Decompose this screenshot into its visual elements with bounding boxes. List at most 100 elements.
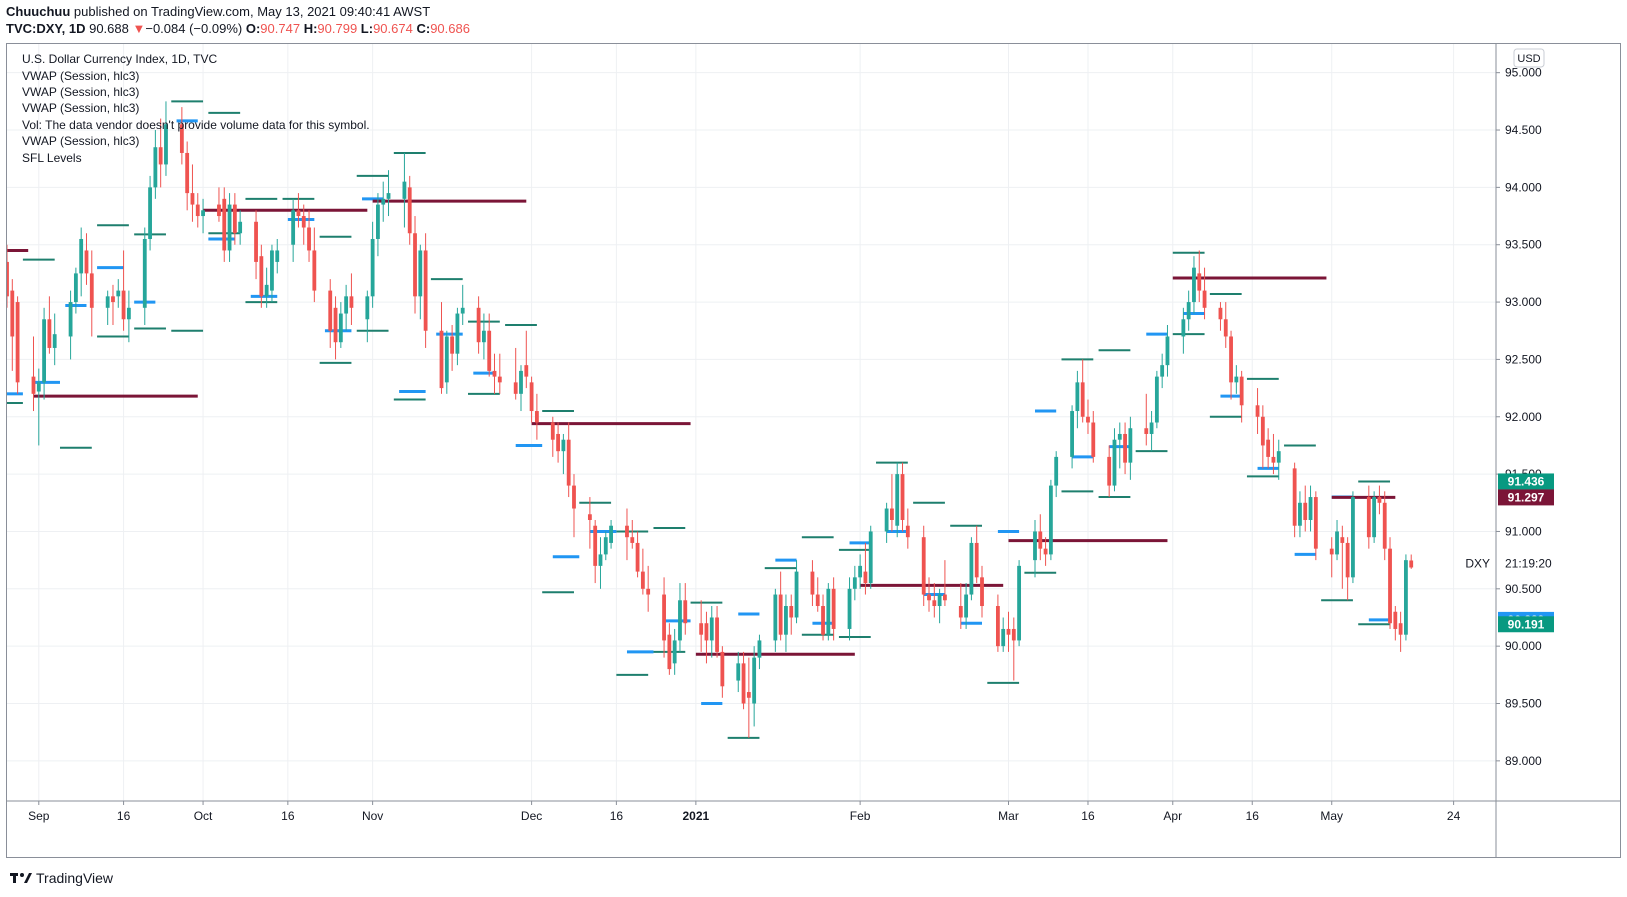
candle-body[interactable] (927, 594, 931, 601)
candle-body[interactable] (333, 307, 338, 343)
candle-body[interactable] (217, 204, 221, 217)
candle-body[interactable] (275, 250, 280, 262)
candle-body[interactable] (423, 250, 428, 331)
candle-body[interactable] (709, 617, 714, 641)
candle-body[interactable] (646, 588, 651, 595)
candle-body[interactable] (1292, 468, 1297, 526)
candle-body[interactable] (201, 210, 205, 217)
candle-body[interactable] (73, 273, 78, 303)
candle-body[interactable] (36, 382, 41, 392)
candle-body[interactable] (238, 221, 243, 234)
candle-body[interactable] (900, 474, 905, 520)
candle-body[interactable] (1086, 416, 1090, 423)
candle-body[interactable] (476, 307, 481, 343)
candle-body[interactable] (704, 623, 709, 641)
candle-body[interactable] (895, 474, 900, 526)
candle-body[interactable] (741, 663, 746, 704)
candle-body[interactable] (826, 588, 831, 635)
candle-body[interactable] (958, 606, 963, 618)
candle-body[interactable] (79, 238, 84, 274)
candle-body[interactable] (534, 411, 539, 423)
candle-body[interactable] (884, 508, 889, 532)
candle-body[interactable] (1033, 531, 1037, 561)
candle-body[interactable] (572, 485, 576, 509)
candle-body[interactable] (259, 256, 264, 297)
candle-body[interactable] (609, 525, 613, 543)
candle-body[interactable] (68, 302, 73, 337)
candle-body[interactable] (232, 204, 237, 234)
candle-body[interactable] (746, 692, 751, 698)
candle-body[interactable] (179, 124, 184, 153)
candle-body[interactable] (1218, 307, 1223, 320)
candle-body[interactable] (905, 525, 910, 538)
candle-body[interactable] (937, 594, 942, 607)
candle-body[interactable] (450, 336, 455, 354)
candle-body[interactable] (635, 542, 640, 572)
candle-body[interactable] (142, 238, 147, 308)
candle-body[interactable] (227, 204, 232, 251)
candle-body[interactable] (561, 439, 566, 452)
candle-body[interactable] (407, 187, 412, 234)
candle-body[interactable] (307, 227, 311, 251)
candle-body[interactable] (1117, 433, 1122, 440)
candle-body[interactable] (1398, 623, 1403, 635)
candle-body[interactable] (413, 233, 417, 297)
candle-body[interactable] (291, 210, 296, 245)
candle-body[interactable] (593, 525, 598, 566)
candle-body[interactable] (566, 439, 571, 486)
candle-body[interactable] (1335, 531, 1339, 555)
candle-body[interactable] (847, 588, 852, 629)
candle-body[interactable] (126, 307, 131, 320)
candle-body[interactable] (148, 187, 152, 239)
candle-body[interactable] (1340, 537, 1345, 543)
candle-body[interactable] (699, 623, 704, 635)
candle-body[interactable] (815, 594, 820, 607)
candle-body[interactable] (1001, 628, 1006, 647)
candle-body[interactable] (1308, 497, 1313, 520)
candle-body[interactable] (158, 147, 163, 165)
candle-body[interactable] (598, 554, 603, 566)
candle-body[interactable] (492, 370, 497, 377)
candle-body[interactable] (1197, 273, 1202, 291)
candle-body[interactable] (1149, 422, 1154, 434)
candle-body[interactable] (1329, 548, 1334, 555)
candle-body[interactable] (720, 651, 725, 687)
candle-body[interactable] (1075, 382, 1080, 412)
candle-body[interactable] (921, 537, 926, 595)
candle-body[interactable] (497, 376, 502, 383)
legend-title[interactable]: U.S. Dollar Currency Index, 1D, TVC (22, 52, 218, 66)
candle-body[interactable] (868, 531, 873, 584)
candle-body[interactable] (757, 640, 762, 658)
candle-body[interactable] (810, 571, 815, 595)
candle-body[interactable] (439, 330, 444, 389)
candle-body[interactable] (1351, 497, 1355, 578)
candle-body[interactable] (1128, 428, 1133, 463)
candle-body[interactable] (84, 250, 89, 274)
candle-body[interactable] (1048, 485, 1053, 555)
candle-body[interactable] (1223, 319, 1228, 337)
candle-body[interactable] (603, 537, 608, 555)
legend-vwap-3[interactable]: VWAP (Session, hlc3) (22, 101, 140, 115)
candle-body[interactable] (312, 250, 317, 291)
candle-body[interactable] (116, 290, 121, 297)
candle-body[interactable] (386, 193, 391, 199)
candle-body[interactable] (301, 216, 306, 228)
candle-body[interactable] (852, 577, 857, 589)
candle-body[interactable] (1366, 497, 1371, 538)
candle-body[interactable] (1239, 376, 1244, 406)
candle-body[interactable] (402, 181, 407, 199)
candle-body[interactable] (524, 365, 529, 377)
candle-body[interactable] (365, 296, 370, 320)
candle-body[interactable] (1080, 382, 1085, 417)
candle-body[interactable] (1006, 628, 1011, 635)
candle-body[interactable] (349, 296, 354, 308)
candle-body[interactable] (667, 634, 672, 670)
legend-vwap-1[interactable]: VWAP (Session, hlc3) (22, 69, 140, 83)
candle-body[interactable] (1186, 302, 1191, 320)
candle-body[interactable] (370, 238, 375, 297)
candle-body[interactable] (969, 542, 974, 595)
candle-body[interactable] (715, 617, 719, 652)
candle-body[interactable] (185, 152, 190, 194)
candle-body[interactable] (1144, 428, 1149, 434)
candle-body[interactable] (164, 124, 168, 165)
